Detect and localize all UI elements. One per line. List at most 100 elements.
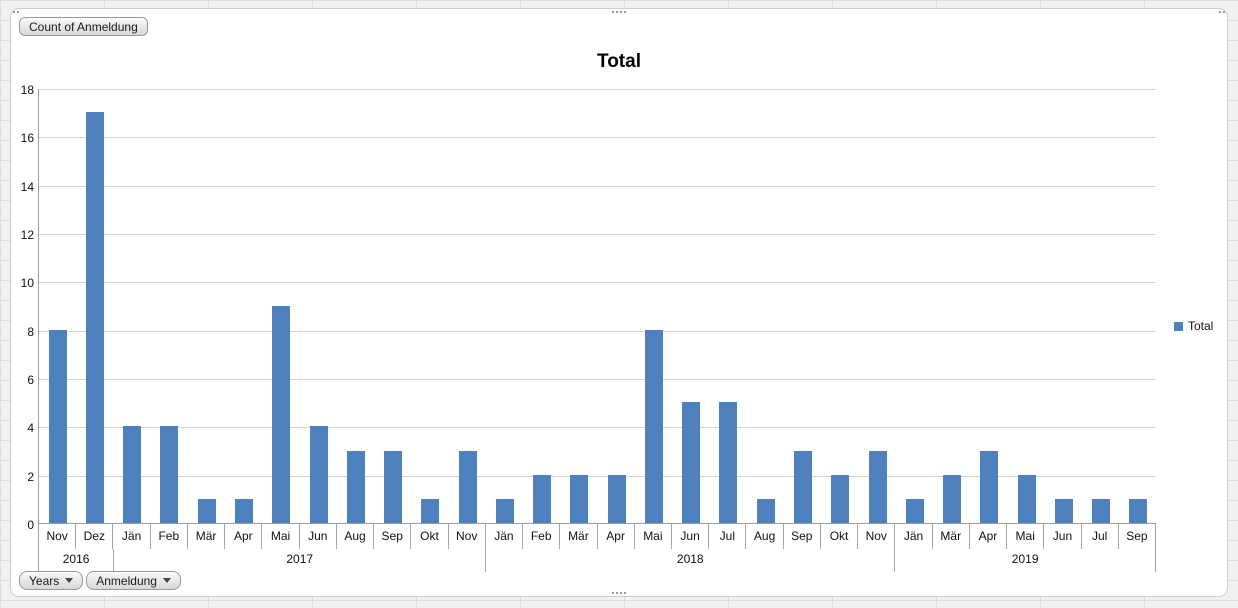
chart-resize-handle-top[interactable] [612,11,626,13]
category-axis-month-label: Mai [635,524,672,549]
category-axis-month-label: Mär [560,524,598,549]
gridline [39,330,1156,332]
bar[interactable] [495,498,514,523]
bar[interactable] [1092,498,1111,523]
category-axis-year-label: 2019 [895,549,1156,572]
value-axis-tick-label: 10 [20,276,34,291]
category-axis-month-label: Mär [188,524,226,549]
category-axis-year-label: 2016 [39,549,115,572]
value-axis-tick-label: 6 [27,373,34,387]
bar[interactable] [756,498,775,523]
value-axis-tick-label: 0 [27,518,34,532]
gridline [39,185,1156,187]
category-axis-month-label: Nov [449,524,486,549]
category-axis-month-label: Nov [858,524,896,549]
bar[interactable] [793,450,812,523]
category-axis-month-label: Aug [746,524,784,549]
value-axis-tick-label: 12 [20,228,34,242]
bar[interactable] [234,498,253,523]
category-axis-month-label: Apr [598,524,635,549]
gridline [39,89,1156,90]
bar[interactable] [384,450,403,523]
category-axis-years: 2016 2017 2018 2019 [38,549,1156,572]
bar[interactable] [272,305,291,523]
category-axis-month-label: Jän [895,524,933,549]
category-axis-month-label: Nov [39,524,77,549]
category-axis-month-label: Okt [411,524,449,549]
value-axis-tick-label: 8 [27,324,34,339]
category-axis-month-label: Jän [486,524,524,549]
category-axis-month-label: Jun [672,524,710,549]
gridline [39,379,1156,380]
category-axis-month-label: Mär [933,524,970,549]
bar[interactable] [458,450,477,523]
bar[interactable] [85,112,104,523]
gridline [39,427,1156,429]
legend[interactable]: Total [1174,319,1213,333]
category-axis-month-label: Jän [113,524,151,549]
category-axis-month-label: Apr [970,524,1008,549]
bar[interactable] [197,498,216,523]
bar[interactable] [570,474,589,523]
category-axis-month-label: Apr [225,524,263,549]
bar[interactable] [1054,498,1073,523]
category-axis-month-label: Sep [1119,524,1157,549]
chart-title[interactable]: Total [597,51,641,72]
chart-resize-handle-bottom[interactable] [612,592,626,594]
value-axis-tick-label: 4 [27,421,34,436]
bar[interactable] [309,426,328,523]
category-axis-month-label: Sep [374,524,412,549]
chart-resize-handle-top-right[interactable] [1219,11,1225,13]
category-axis-month-label: Jun [1044,524,1082,549]
category-axis-month-label: Feb [523,524,561,549]
value-axis-tick-label: 16 [20,131,34,146]
category-axis-month-label: Sep [784,524,821,549]
category-axis-month-label: Aug [337,524,375,549]
plot-area[interactable] [38,89,1156,524]
gridline [39,234,1156,235]
bar[interactable] [123,426,142,523]
bar[interactable] [48,329,67,523]
dropdown-arrow-icon [162,578,171,583]
pivot-value-field-label: Count of Anmeldung [29,19,138,34]
category-axis-month-label: Feb [151,524,188,549]
bar[interactable] [719,402,738,523]
bar[interactable] [1129,498,1148,523]
category-axis-month-label: Jul [709,524,747,549]
bar[interactable] [421,498,440,523]
bar[interactable] [868,450,887,523]
pivot-axis-field-button-years[interactable]: Years [19,571,84,590]
value-axis-tick-label: 2 [27,469,34,484]
gridline [39,475,1156,477]
category-axis-month-label: Jul [1082,524,1119,549]
value-axis-tick-label: 14 [20,179,34,194]
pivot-value-field-button[interactable]: Count of Anmeldung [19,17,148,36]
category-axis-year-label: 2018 [486,549,896,572]
bar[interactable] [943,474,962,523]
category-axis-month-label: Dez [76,524,114,549]
chart-resize-handle-top-left[interactable] [13,11,19,13]
bar[interactable] [1017,474,1036,523]
category-axis-month-label: Mai [1007,524,1045,549]
legend-entry-label: Total [1188,319,1214,333]
bar[interactable] [533,474,552,523]
category-axis-month-label: Jun [300,524,337,549]
bar[interactable] [607,474,626,523]
gridline [39,282,1156,284]
bar[interactable] [905,498,924,523]
category-axis-year-label: 2017 [114,549,487,572]
gridline [39,137,1156,139]
pivot-axis-field-label: Years [29,573,60,588]
pivot-axis-field-button-anmeldung[interactable]: Anmeldung [86,571,181,590]
bar[interactable] [682,402,701,523]
pivot-chart-area[interactable]: Count of Anmeldung Total 0 2 4 6 8 10 12 14 16 18… [10,8,1228,597]
category-axis-months: Nov Dez Jän Feb Mär Apr Mai Jun Aug Sep Okt Nov Jän F… [38,524,1157,549]
pivot-axis-field-label: Anmeldung [96,573,157,588]
bar[interactable] [980,450,999,523]
bar[interactable] [831,474,850,523]
bar[interactable] [160,426,179,523]
dropdown-arrow-icon [65,578,74,583]
category-axis-month-label: Mai [262,524,300,549]
bar[interactable] [346,450,365,523]
bar[interactable] [644,329,663,523]
